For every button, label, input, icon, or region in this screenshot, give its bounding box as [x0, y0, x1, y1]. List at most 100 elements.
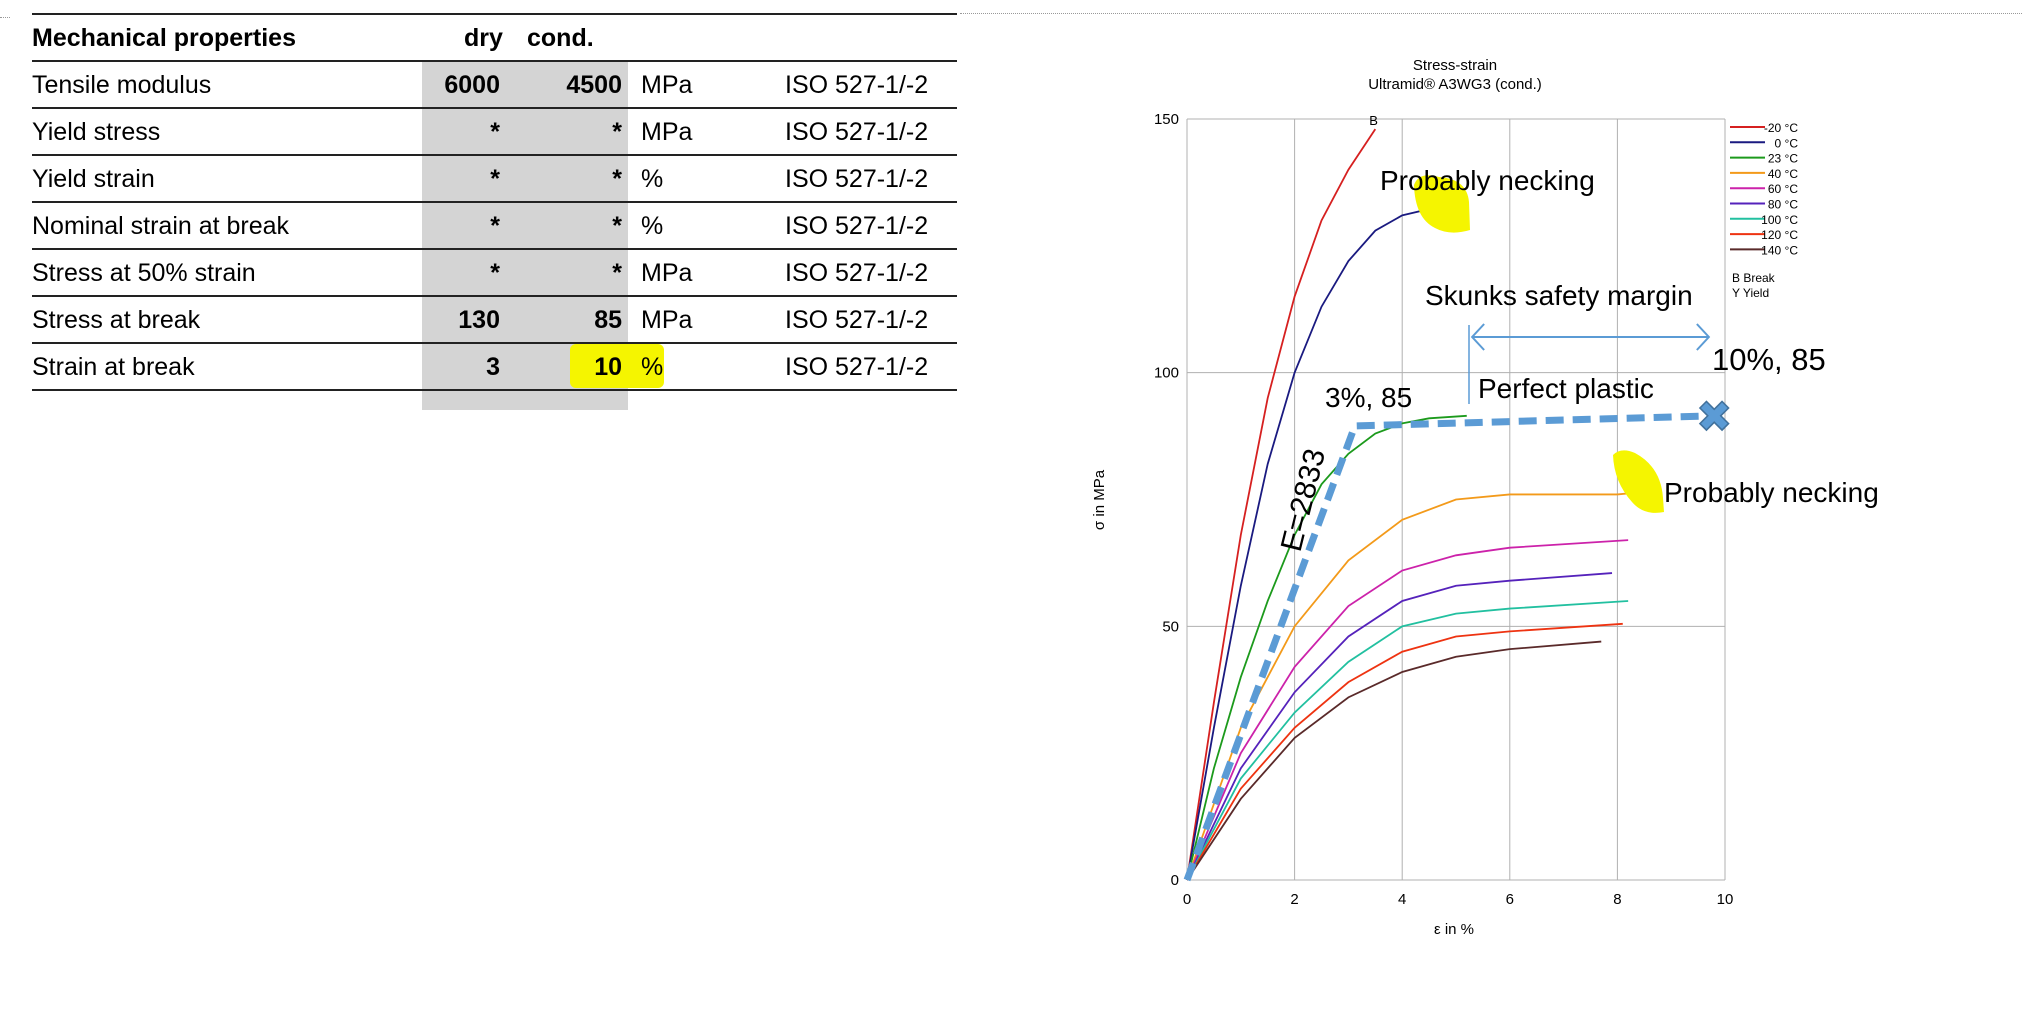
y-tick-label: 100: [1154, 365, 1179, 382]
annotation-necking-top: Probably necking: [1380, 165, 1595, 196]
value-column-bg: [422, 62, 628, 109]
cond-value: *: [612, 165, 622, 193]
series-line: [1186, 640, 1602, 881]
test-standard: ISO 527-1/-2: [785, 118, 929, 146]
value-column-bg: [422, 156, 628, 203]
dry-value: 130: [458, 306, 500, 334]
table-row: Yield strain * * % ISO 527-1/-2: [32, 154, 957, 203]
legend-note: B Break: [1732, 271, 1776, 285]
legend-label: 40 °C: [1768, 167, 1798, 181]
value-column-bg: [422, 203, 628, 250]
end-marker-label: B: [1369, 113, 1378, 128]
unit: %: [641, 353, 664, 381]
y-tick-label: 150: [1154, 111, 1179, 128]
arrow-head-left-icon: [1470, 323, 1485, 351]
series-line: [1186, 539, 1629, 881]
header-cond: cond.: [527, 24, 594, 52]
dry-value: *: [490, 165, 500, 193]
test-standard: ISO 527-1/-2: [785, 353, 929, 381]
cond-value: 4500: [566, 71, 622, 99]
table-row: Stress at break 130 85 MPa ISO 527-1/-2: [32, 295, 957, 344]
arrow-head-right-icon: [1696, 323, 1711, 351]
x-tick-label: 8: [1613, 891, 1621, 908]
page-divider-right: [960, 13, 2022, 14]
value-column-bg: [422, 250, 628, 297]
property-label: Stress at 50% strain: [32, 259, 256, 287]
table-header: Mechanical properties dry cond.: [32, 13, 957, 62]
unit: %: [641, 165, 664, 193]
dry-value: *: [490, 259, 500, 287]
unit: MPa: [641, 259, 693, 287]
unit: MPa: [641, 306, 693, 334]
page-divider-left: [0, 17, 10, 18]
table-row-clipped: [32, 389, 957, 410]
header-dry: dry: [464, 24, 503, 52]
header-label: Mechanical properties: [32, 24, 296, 52]
series-line: [1186, 490, 1645, 881]
property-label: Tensile modulus: [32, 71, 212, 99]
unit: MPa: [641, 71, 693, 99]
property-label: Strain at break: [32, 353, 195, 381]
chart-subtitle: Ultramid® A3WG3 (cond.): [1368, 76, 1542, 93]
legend-label: 80 °C: [1768, 198, 1798, 212]
x-marker-icon: [1698, 400, 1730, 432]
annotation-point-a: 3%, 85: [1325, 382, 1412, 413]
test-standard: ISO 527-1/-2: [785, 259, 929, 287]
property-label: Yield strain: [32, 165, 155, 193]
table-row: Nominal strain at break * * % ISO 527-1/…: [32, 201, 957, 250]
unit: %: [641, 212, 664, 240]
property-label: Yield stress: [32, 118, 161, 146]
annotation-safety-margin: Skunks safety margin: [1425, 280, 1693, 311]
highlight-mark: [1613, 450, 1664, 513]
legend-label: -20 °C: [1764, 121, 1798, 135]
chart-curves: BYY: [1186, 113, 1653, 881]
annotation-modulus: E=2833: [1275, 446, 1332, 555]
legend-label: 100 °C: [1761, 213, 1798, 227]
series-line: [1186, 600, 1629, 881]
chart-title: Stress-strain: [1413, 57, 1497, 74]
x-tick-label: 2: [1290, 891, 1298, 908]
test-standard: ISO 527-1/-2: [785, 306, 929, 334]
legend-note: Y Yield: [1732, 286, 1769, 300]
legend-label: 0 °C: [1775, 136, 1799, 150]
table-row: Strain at break 3 10 % ISO 527-1/-2: [32, 342, 957, 391]
series-line: [1186, 204, 1446, 881]
series-line: [1186, 128, 1377, 881]
x-axis-label: ε in %: [1434, 921, 1474, 938]
legend-label: 23 °C: [1768, 152, 1798, 166]
y-axis-label: σ in MPa: [1091, 469, 1108, 530]
mechanical-properties-table: Mechanical properties dry cond. Tensile …: [32, 13, 957, 410]
dry-value: *: [490, 212, 500, 240]
chart-annotations: Probably necking Skunks safety margin Perf…: [1183, 165, 1879, 882]
x-tick-label: 4: [1398, 891, 1406, 908]
annotation-necking-right: Probably necking: [1664, 477, 1879, 508]
value-column-bg: [422, 391, 628, 410]
x-tick-label: 6: [1506, 891, 1514, 908]
y-tick-label: 0: [1171, 872, 1179, 889]
value-column-bg: [422, 109, 628, 156]
test-standard: ISO 527-1/-2: [785, 71, 929, 99]
series-line: [1186, 572, 1613, 881]
annotation-perfect-plastic: Perfect plastic: [1478, 373, 1654, 404]
cond-value: *: [612, 118, 622, 146]
cond-value: *: [612, 259, 622, 287]
cond-value: 10: [594, 353, 622, 381]
highlight-mark: [570, 344, 664, 388]
cond-value: *: [612, 212, 622, 240]
property-label: Nominal strain at break: [32, 212, 290, 240]
test-standard: ISO 527-1/-2: [785, 212, 929, 240]
legend-label: 60 °C: [1768, 182, 1798, 196]
series-line: [1186, 622, 1623, 881]
x-tick-label: 0: [1183, 891, 1191, 908]
property-label: Stress at break: [32, 306, 201, 334]
x-tick-label: 10: [1717, 891, 1734, 908]
legend-label: 140 °C: [1761, 243, 1798, 257]
table-row: Tensile modulus 6000 4500 MPa ISO 527-1/…: [32, 60, 957, 109]
dry-value: *: [490, 118, 500, 146]
unit: MPa: [641, 118, 693, 146]
legend-label: 120 °C: [1761, 228, 1798, 242]
dry-value: 6000: [444, 71, 500, 99]
